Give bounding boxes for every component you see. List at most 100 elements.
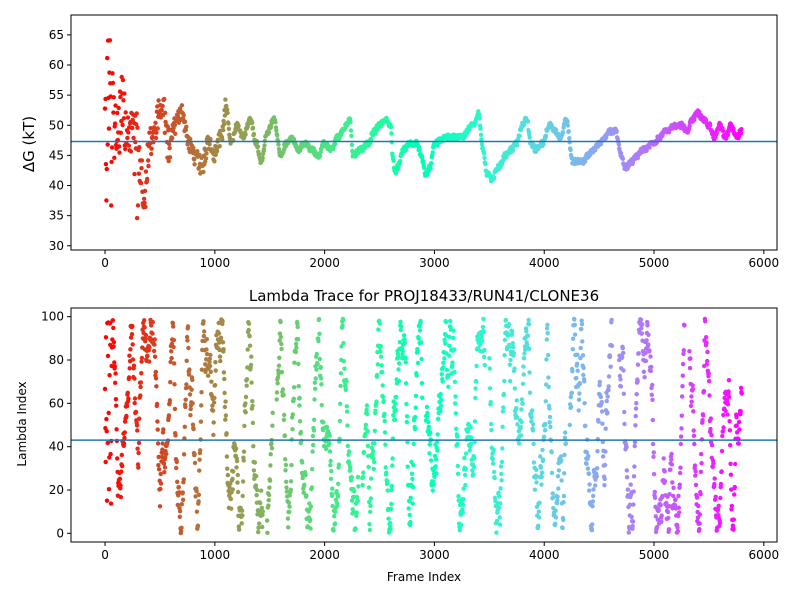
lambda-point: [474, 379, 479, 384]
lambda-point: [632, 439, 638, 445]
lambda-point: [435, 432, 440, 437]
lambda-point: [338, 383, 343, 389]
lambda-point: [312, 397, 317, 402]
lambda-point: [733, 461, 738, 467]
lambda-point: [708, 426, 713, 432]
lambda-point: [176, 484, 181, 490]
delta-g-point: [109, 203, 114, 208]
delta-g-point: [616, 142, 622, 147]
lambda-point: [393, 401, 398, 406]
delta-g-point: [261, 146, 267, 152]
lambda-point: [333, 509, 338, 515]
lambda-point: [690, 386, 696, 392]
lambda-point: [548, 424, 553, 429]
delta-g-point: [117, 150, 122, 155]
delta-g-point: [126, 130, 131, 135]
delta-g-point: [220, 137, 225, 142]
lambda-point: [447, 334, 452, 340]
lambda-point: [403, 381, 409, 386]
lambda-point: [317, 331, 322, 336]
lambda-point: [138, 384, 143, 390]
lambda-point: [280, 387, 286, 392]
lambda-point: [211, 400, 217, 405]
lambda-point: [282, 412, 287, 418]
lambda-point: [634, 392, 639, 397]
lambda-point: [598, 394, 603, 400]
lambda-point: [522, 351, 527, 356]
lambda-point: [401, 333, 407, 338]
lambda-point: [311, 442, 316, 448]
lambda-point: [142, 318, 147, 323]
lambda-point: [618, 384, 624, 389]
lambda-point: [537, 515, 542, 520]
lambda-point: [398, 319, 403, 324]
lambda-point: [652, 489, 657, 495]
lambda-point: [153, 369, 158, 375]
lambda-point: [546, 375, 551, 380]
lambda-point: [111, 344, 116, 349]
lambda-point: [315, 362, 320, 367]
lambda-point: [575, 368, 580, 373]
lambda-point: [521, 364, 526, 369]
lambda-point: [680, 373, 685, 378]
lambda-point: [672, 503, 678, 508]
delta-g-point: [708, 123, 713, 128]
lambda-point: [196, 499, 201, 504]
lambda-point: [412, 426, 418, 432]
delta-g-point: [291, 136, 297, 142]
lambda-point: [400, 352, 405, 357]
lambda-point: [317, 356, 322, 362]
lambda-point: [669, 457, 674, 462]
lambda-point: [594, 474, 599, 479]
lambda-point: [138, 380, 144, 385]
lambda-point: [549, 450, 554, 455]
lambda-point: [139, 371, 144, 376]
lambda-point: [509, 332, 514, 337]
lambda-point: [274, 397, 279, 402]
lambda-point: [404, 401, 409, 407]
x-tick-label: 1000: [200, 256, 231, 270]
delta-g-point: [111, 95, 117, 100]
lambda-point: [204, 337, 209, 342]
lambda-point: [252, 460, 258, 465]
lambda-point: [291, 385, 297, 390]
lambda-point: [380, 383, 385, 388]
lambda-point: [584, 450, 590, 455]
delta-g-point: [203, 156, 209, 161]
delta-g-point: [146, 163, 151, 169]
lambda-point: [254, 473, 259, 479]
delta-g-point: [243, 132, 248, 137]
lambda-point: [151, 348, 157, 354]
lambda-point: [519, 419, 524, 425]
lambda-point: [627, 502, 633, 507]
lambda-point: [270, 423, 275, 428]
lambda-point: [194, 509, 200, 514]
lambda-point: [692, 463, 698, 468]
lambda-point: [184, 382, 189, 387]
lambda-point: [570, 369, 575, 374]
lambda-point: [550, 491, 555, 496]
lambda-point: [607, 354, 613, 360]
lambda-point: [274, 390, 280, 395]
lambda-point: [734, 414, 739, 420]
lambda-point: [725, 412, 730, 417]
lambda-point: [344, 409, 350, 414]
lambda-point: [345, 443, 350, 449]
delta-g-point: [134, 111, 139, 116]
lambda-point: [171, 324, 176, 329]
lambda-point: [678, 441, 683, 447]
lambda-point: [678, 434, 684, 439]
lambda-point: [673, 497, 678, 502]
delta-g-point: [102, 106, 108, 111]
lambda-point: [665, 509, 671, 515]
lambda-point: [679, 413, 684, 418]
y-tick-label: 35: [49, 209, 64, 223]
lambda-point: [393, 407, 399, 413]
lambda-point: [319, 402, 324, 408]
lambda-point: [150, 319, 155, 325]
lambda-point: [120, 463, 125, 469]
lambda-point: [708, 416, 713, 421]
delta-g-point: [125, 115, 131, 120]
lambda-point: [621, 350, 626, 356]
lambda-point: [342, 366, 347, 371]
